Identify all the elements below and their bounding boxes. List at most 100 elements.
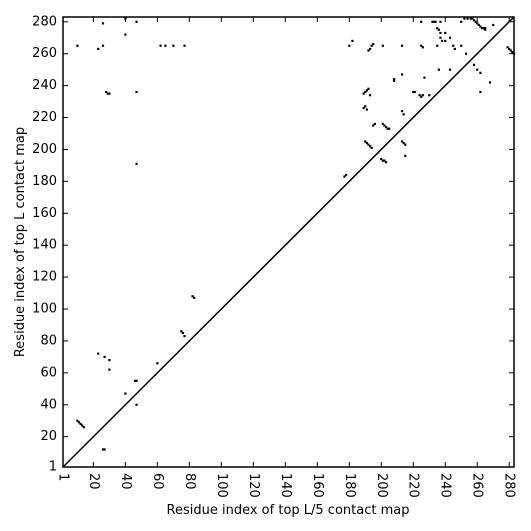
contact	[383, 124, 386, 127]
contact	[472, 63, 476, 66]
contact	[81, 424, 84, 427]
contact	[135, 403, 138, 406]
contact	[509, 49, 512, 52]
contact	[124, 33, 127, 36]
contact	[400, 44, 404, 47]
x-axis-label: Residue index of top L/5 contact map	[167, 503, 410, 518]
x-tick-label: 120	[246, 473, 261, 498]
x-tick-label: 260	[470, 473, 485, 498]
contact	[364, 105, 367, 108]
contact	[193, 296, 196, 299]
contact	[421, 94, 424, 97]
contact	[135, 20, 138, 23]
contact	[484, 27, 487, 30]
contact	[370, 146, 373, 149]
contact	[440, 39, 444, 43]
contact	[103, 355, 106, 358]
contact	[384, 161, 388, 164]
contact	[476, 22, 479, 25]
x-tick-label: 200	[374, 473, 389, 498]
y-tick-label: 240	[32, 78, 57, 93]
contact	[402, 113, 405, 116]
contact	[82, 426, 85, 429]
y-tick-label: 40	[40, 397, 57, 412]
contact	[106, 92, 109, 95]
contact	[439, 36, 442, 39]
contact	[469, 17, 472, 20]
contact	[180, 330, 183, 333]
contact	[463, 17, 466, 20]
contact	[412, 90, 415, 94]
x-tick-label: 60	[150, 473, 165, 490]
y-tick-label: 280	[32, 14, 57, 29]
contact	[436, 44, 439, 47]
contact	[79, 422, 82, 426]
contact	[448, 36, 452, 39]
contact	[480, 27, 484, 30]
contact	[76, 44, 79, 47]
y-tick-label: 120	[32, 270, 57, 285]
contact	[181, 331, 185, 335]
contact	[464, 52, 468, 55]
contact	[370, 44, 373, 47]
contact	[384, 126, 388, 129]
contact	[135, 90, 138, 94]
y-tick-label: 260	[32, 46, 57, 61]
contact	[452, 44, 455, 47]
contact	[101, 44, 105, 47]
contact	[108, 368, 111, 371]
contact	[386, 127, 389, 130]
y-axis-label: Residue index of top L contact map	[13, 127, 28, 357]
plot-frame	[62, 16, 515, 468]
contact	[418, 94, 421, 97]
contact	[434, 20, 437, 23]
contact	[183, 335, 186, 338]
contact	[367, 49, 370, 52]
contact	[368, 94, 372, 97]
contact	[381, 44, 384, 47]
y-tick-label: 80	[40, 333, 57, 348]
contact	[471, 17, 474, 20]
diagonal	[62, 16, 515, 468]
contact	[400, 110, 404, 113]
contact	[400, 140, 404, 143]
contact	[460, 44, 463, 47]
contact	[351, 39, 354, 43]
x-tick-label: 100	[214, 473, 229, 498]
contact	[367, 143, 370, 146]
contact	[448, 68, 452, 71]
y-tick-label: 20	[40, 429, 57, 444]
contact	[101, 448, 105, 451]
contact	[124, 392, 127, 395]
x-tick-label: 240	[438, 473, 453, 498]
contact	[420, 20, 423, 23]
contact	[133, 379, 137, 382]
contact	[479, 25, 482, 28]
contact	[511, 51, 514, 54]
contact	[105, 90, 108, 94]
contact	[164, 44, 167, 47]
y-tick-label: 200	[32, 142, 57, 157]
contact	[101, 22, 105, 25]
contact	[477, 23, 480, 27]
y-tick-label: 160	[32, 206, 57, 221]
contact	[476, 68, 479, 71]
contact	[479, 90, 482, 94]
contact	[97, 352, 100, 355]
contact	[400, 73, 404, 76]
contact	[362, 106, 365, 110]
contact	[108, 358, 111, 362]
contact	[482, 27, 485, 30]
contact	[437, 68, 440, 71]
contact	[367, 87, 370, 90]
contact	[488, 81, 492, 84]
x-tick-label: 180	[342, 473, 357, 498]
contact	[365, 141, 368, 145]
contact	[364, 140, 367, 143]
contact	[124, 17, 127, 20]
contact	[108, 92, 111, 95]
contact	[392, 78, 396, 81]
contact	[436, 27, 439, 30]
contact	[439, 31, 442, 35]
contact	[372, 124, 375, 127]
